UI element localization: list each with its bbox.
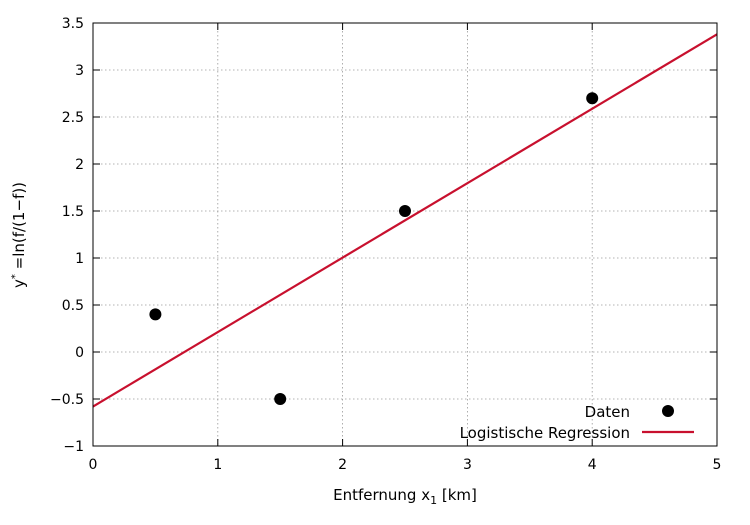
y-tick-label: 2.5 <box>62 110 84 126</box>
x-tick-label: 0 <box>89 457 98 473</box>
regression-series <box>92 33 718 408</box>
y-tick-label: 3.5 <box>62 16 84 32</box>
data-point <box>586 92 599 105</box>
y-tick-label: 3 <box>75 63 84 79</box>
legend-label-daten: Daten <box>585 403 630 421</box>
plot-frame <box>92 22 718 447</box>
y-axis-title: y* =ln(f/(1−f)) <box>10 182 28 288</box>
data-points-series <box>149 92 599 405</box>
x-tick-label: 1 <box>213 457 222 473</box>
x-tick-labels: 0 1 2 3 4 5 <box>89 457 722 473</box>
y-tick-label: −1 <box>63 439 84 455</box>
legend: Daten Logistische Regression <box>460 403 694 442</box>
grid <box>93 23 717 446</box>
x-tick-label: 2 <box>338 457 347 473</box>
x-tick-label: 4 <box>588 457 597 473</box>
legend-marker-daten <box>662 405 674 417</box>
axis-ticks <box>92 22 718 447</box>
y-tick-label: 0.5 <box>62 298 84 314</box>
x-axis-title: Entfernung x1 [km] <box>333 486 477 507</box>
y-tick-label: 2 <box>75 157 84 173</box>
data-point <box>149 308 162 321</box>
y-tick-label: 0 <box>75 345 84 361</box>
y-tick-label: 1.5 <box>62 204 84 220</box>
x-tick-label: 5 <box>713 457 722 473</box>
data-point <box>274 393 287 405</box>
y-tick-labels: −1 −0.5 0 0.5 1 1.5 2 2.5 3 3.5 <box>50 16 84 455</box>
data-point <box>399 205 411 217</box>
y-tick-label: −0.5 <box>50 392 84 408</box>
y-tick-label: 1 <box>75 251 84 267</box>
x-tick-label: 3 <box>463 457 472 473</box>
legend-label-regression: Logistische Regression <box>460 424 630 442</box>
regression-line <box>92 33 718 408</box>
